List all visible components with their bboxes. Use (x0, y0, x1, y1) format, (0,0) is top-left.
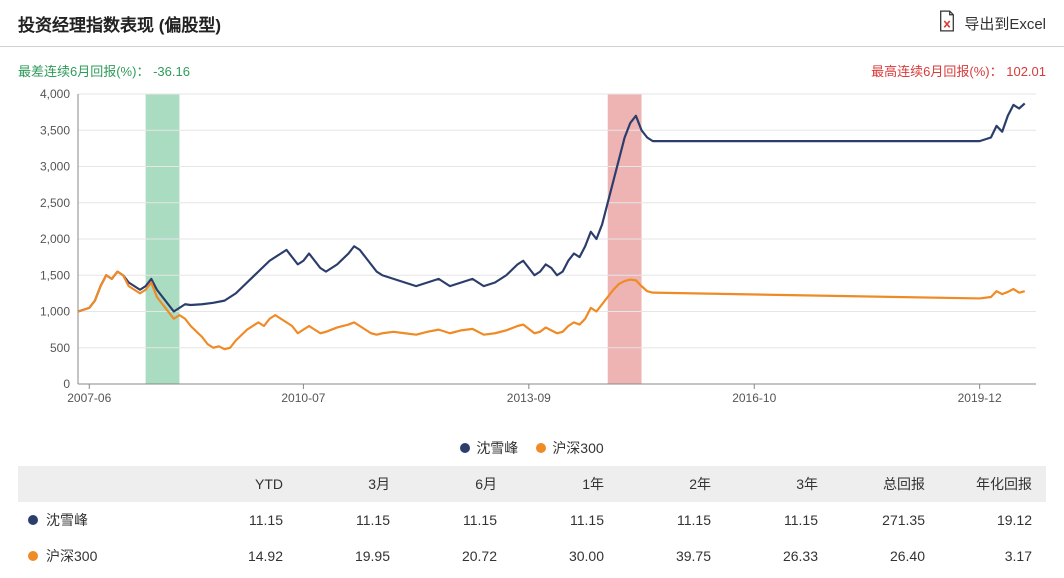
table-column-header: 1年 (505, 474, 612, 494)
legend-label: 沪深300 (552, 438, 603, 458)
table-cell: 19.95 (291, 548, 398, 564)
table-cell: 11.15 (719, 512, 826, 528)
table-cell: 11.15 (612, 512, 719, 528)
table-column-header: 总回报 (826, 474, 933, 494)
table-column-header: 3年 (719, 474, 826, 494)
legend-label: 沈雪峰 (476, 438, 518, 458)
table-cell: 3.17 (933, 548, 1040, 564)
series-dot (28, 515, 38, 525)
table-cell: 11.15 (184, 512, 291, 528)
page-title: 投资经理指数表现 (偏股型) (18, 11, 221, 36)
svg-text:0: 0 (63, 377, 70, 391)
table-cell: 11.15 (505, 512, 612, 528)
chart-legend: 沈雪峰 沪深300 (0, 438, 1064, 458)
export-label: 导出到Excel (964, 13, 1046, 34)
table-cell: 39.75 (612, 548, 719, 564)
table-header-row: YTD3月6月1年2年3年总回报年化回报 (18, 466, 1046, 502)
table-cell: 30.00 (505, 548, 612, 564)
svg-text:3,500: 3,500 (40, 123, 70, 137)
table-column-header: 6月 (398, 474, 505, 494)
svg-text:2016-10: 2016-10 (732, 391, 776, 405)
svg-text:4,000: 4,000 (40, 87, 70, 101)
table-cell: 20.72 (398, 548, 505, 564)
svg-text:2,500: 2,500 (40, 196, 70, 210)
svg-text:2,000: 2,000 (40, 232, 70, 246)
table-column-header: YTD (184, 476, 291, 492)
row-name-cell: 沪深300 (24, 546, 184, 566)
performance-chart: 0 500 1,000 1,500 2,000 2,500 3,000 3,500 4,000 2… (18, 84, 1046, 432)
table-cell: 271.35 (826, 512, 933, 528)
table-cell: 19.12 (933, 512, 1040, 528)
svg-text:1,000: 1,000 (40, 305, 70, 319)
excel-icon (938, 10, 956, 36)
best-return-stat: 最高连续6月回报(%)： 102.01 (871, 61, 1046, 80)
table-column-header: 年化回报 (933, 474, 1040, 494)
table-cell: 11.15 (291, 512, 398, 528)
table-column-header: 3月 (291, 474, 398, 494)
table-cell: 26.40 (826, 548, 933, 564)
legend-dot (536, 443, 546, 453)
series-name: 沈雪峰 (46, 510, 88, 530)
svg-text:500: 500 (50, 341, 70, 355)
header: 投资经理指数表现 (偏股型) 导出到Excel (0, 0, 1064, 47)
table-cell: 26.33 (719, 548, 826, 564)
svg-text:2013-09: 2013-09 (507, 391, 551, 405)
table-column-header: 2年 (612, 474, 719, 494)
returns-table: YTD3月6月1年2年3年总回报年化回报 沈雪峰11.1511.1511.151… (18, 466, 1046, 574)
legend-item: 沪深300 (536, 438, 603, 458)
series-dot (28, 551, 38, 561)
chart-svg: 0 500 1,000 1,500 2,000 2,500 3,000 3,500 4,000 2… (18, 84, 1046, 432)
svg-text:2007-06: 2007-06 (67, 391, 111, 405)
row-name-cell: 沈雪峰 (24, 510, 184, 530)
stats-row: 最差连续6月回报(%)： -36.16 最高连续6月回报(%)： 102.01 (0, 47, 1064, 84)
series-name: 沪深300 (46, 546, 97, 566)
export-excel-button[interactable]: 导出到Excel (938, 10, 1046, 36)
table-row: 沪深300 14.9219.9520.7230.0039.7526.3326.40… (18, 538, 1046, 574)
svg-text:1,500: 1,500 (40, 268, 70, 282)
table-row: 沈雪峰11.1511.1511.1511.1511.1511.15271.351… (18, 502, 1046, 538)
svg-text:2010-07: 2010-07 (281, 391, 325, 405)
table-cell: 11.15 (398, 512, 505, 528)
svg-text:3,000: 3,000 (40, 160, 70, 174)
svg-text:2019-12: 2019-12 (958, 391, 1002, 405)
legend-item: 沈雪峰 (460, 438, 518, 458)
table-cell: 14.92 (184, 548, 291, 564)
legend-dot (460, 443, 470, 453)
worst-return-stat: 最差连续6月回报(%)： -36.16 (18, 61, 190, 80)
